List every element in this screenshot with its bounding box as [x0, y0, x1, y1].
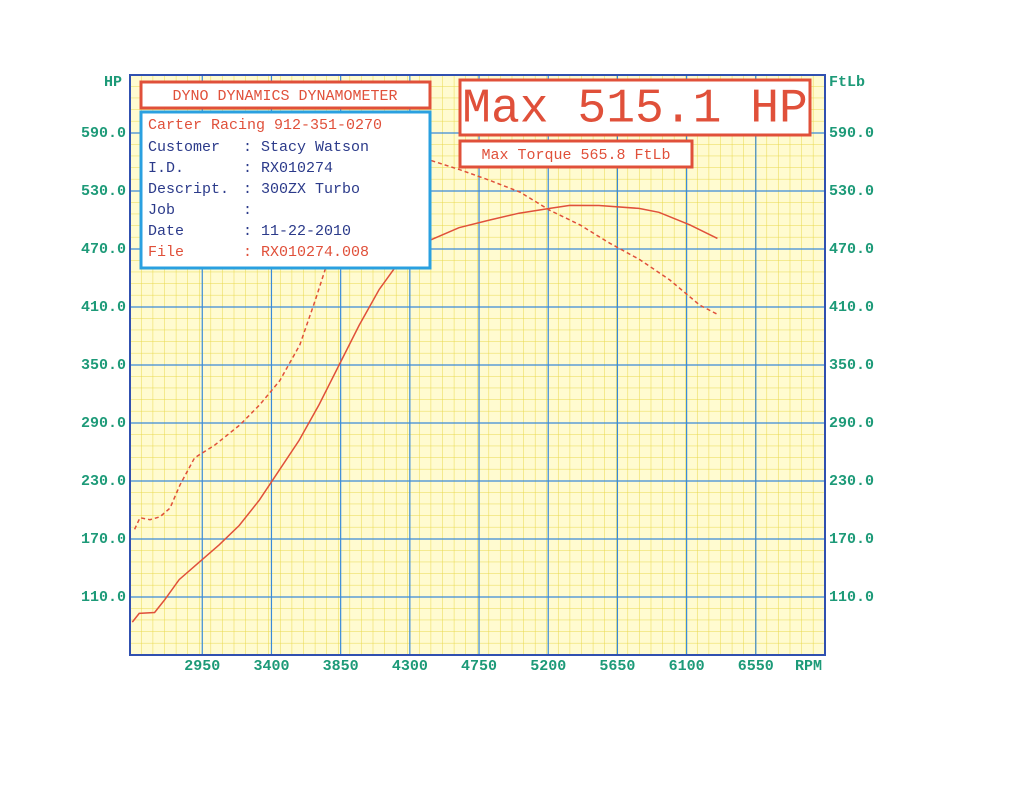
y-tick-label: 410.0 [81, 299, 126, 316]
x-tick-label: 5200 [530, 658, 566, 675]
y2-tick-label: 290.0 [829, 415, 874, 432]
max-hp: Max 515.1 HP [462, 83, 808, 137]
y2-tick-label: 230.0 [829, 473, 874, 490]
info-text: : [243, 244, 252, 261]
y-tick-label: 530.0 [81, 183, 126, 200]
plot-frame [129, 74, 826, 656]
info-text: : [243, 202, 252, 219]
info-text: : [243, 139, 252, 156]
info-text: : [243, 160, 252, 177]
info-text: Descript. [148, 181, 229, 198]
y2-tick-label: 110.0 [829, 589, 874, 606]
info-text: : [243, 223, 252, 240]
header-box [139, 80, 432, 110]
info-text: File [148, 244, 184, 261]
y2-tick-label: 470.0 [829, 241, 874, 258]
y-tick-label: 290.0 [81, 415, 126, 432]
info-text: Job [148, 202, 175, 219]
y-tick-label: 170.0 [81, 531, 126, 548]
x-tick-label: 3400 [253, 658, 289, 675]
y-tick-label: 230.0 [81, 473, 126, 490]
info-text: I.D. [148, 160, 184, 177]
x-axis-label: RPM [795, 658, 822, 675]
x-tick-label: 6100 [669, 658, 705, 675]
curve [131, 204, 718, 623]
info-box [139, 110, 432, 270]
y2-tick-label: 350.0 [829, 357, 874, 374]
y2-axis-label: FtLb [829, 74, 865, 91]
info-title: Carter Racing 912-351-0270 [148, 117, 382, 134]
x-tick-label: 6550 [738, 658, 774, 675]
x-tick-label: 4300 [392, 658, 428, 675]
info-text: 11-22-2010 [261, 223, 351, 240]
y2-tick-label: 170.0 [829, 531, 874, 548]
y2-tick-label: 590.0 [829, 125, 874, 142]
info-text: RX010274.008 [261, 244, 369, 261]
y2-tick-label: 530.0 [829, 183, 874, 200]
info-text: 300ZX Turbo [261, 181, 360, 198]
info-text: : [243, 181, 252, 198]
y-tick-label: 470.0 [81, 241, 126, 258]
y-tick-label: 350.0 [81, 357, 126, 374]
y-tick-label: 110.0 [81, 589, 126, 606]
header: DYNO DYNAMICS DYNAMOMETER [172, 88, 397, 105]
y-axis-label: HP [104, 74, 122, 91]
x-tick-label: 5650 [599, 658, 635, 675]
y2-tick-label: 410.0 [829, 299, 874, 316]
info-text: RX010274 [261, 160, 333, 177]
x-tick-label: 2950 [184, 658, 220, 675]
max-torque-box [458, 139, 694, 169]
max-torque: Max Torque 565.8 FtLb [481, 147, 670, 164]
x-tick-label: 4750 [461, 658, 497, 675]
curve [133, 155, 719, 530]
x-tick-label: 3850 [323, 658, 359, 675]
max-hp-box [458, 78, 812, 137]
info-text: Customer [148, 139, 220, 156]
y-tick-label: 590.0 [81, 125, 126, 142]
info-text: Date [148, 223, 184, 240]
info-text: Stacy Watson [261, 139, 369, 156]
